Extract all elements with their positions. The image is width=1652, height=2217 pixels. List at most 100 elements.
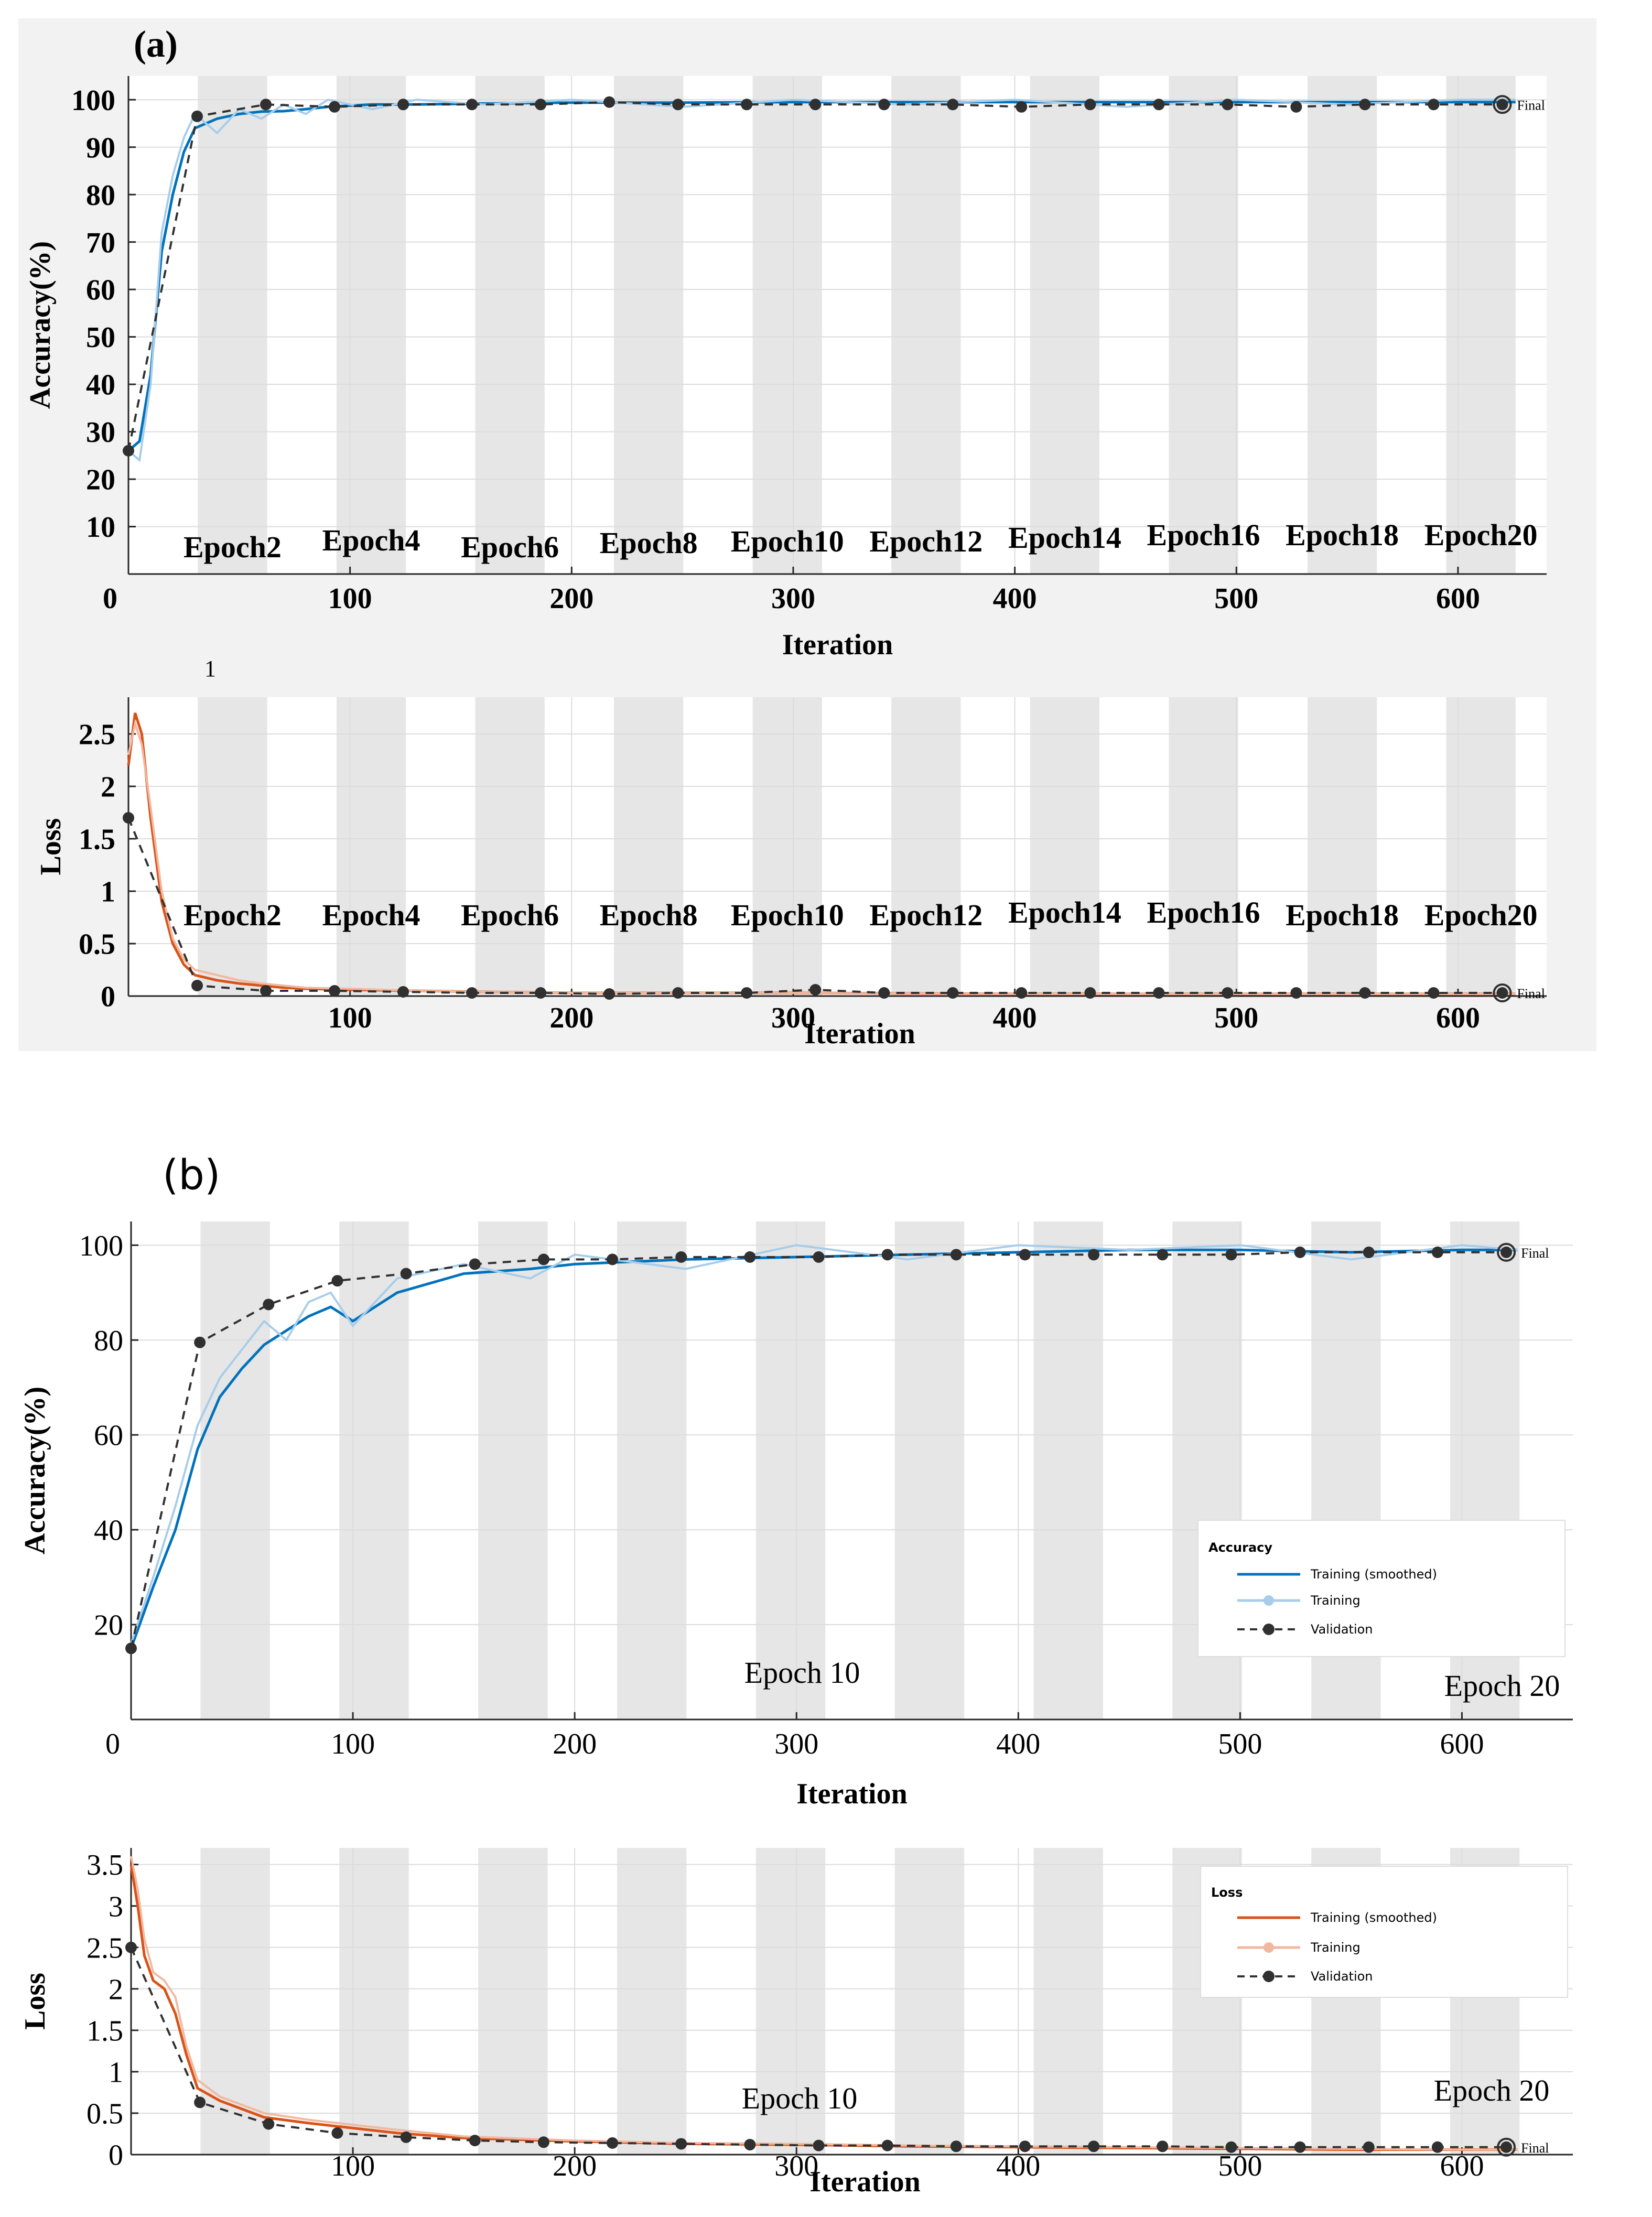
legend-acc-training-label: Training bbox=[1310, 1593, 1361, 1608]
validation-point bbox=[466, 987, 478, 999]
epoch-band bbox=[1446, 697, 1516, 996]
y-axis-label: Accuracy(%) bbox=[24, 241, 57, 409]
validation-point bbox=[1084, 99, 1096, 111]
validation-point bbox=[1496, 99, 1508, 111]
validation-point bbox=[607, 2137, 619, 2149]
x-tick-label: 600 bbox=[1440, 2150, 1484, 2182]
validation-point bbox=[672, 987, 684, 999]
epoch-band bbox=[1307, 697, 1377, 996]
final-marker bbox=[1493, 95, 1512, 114]
validation-point bbox=[1500, 2141, 1513, 2153]
panel-a-label: (a) bbox=[134, 23, 178, 65]
epoch-band bbox=[891, 76, 961, 574]
validation-point bbox=[947, 99, 959, 111]
y-tick-label: 90 bbox=[86, 132, 115, 164]
validation-point bbox=[1016, 987, 1028, 999]
epoch-band bbox=[755, 1848, 826, 2155]
epoch-band bbox=[198, 76, 267, 574]
y-axis-label: Loss bbox=[35, 818, 67, 875]
validation-point bbox=[1088, 1249, 1100, 1261]
x-tick-label: 500 bbox=[1214, 582, 1258, 615]
final-label: Final bbox=[1521, 1246, 1549, 1261]
validation-point bbox=[263, 2118, 275, 2130]
epoch-label: Epoch12 bbox=[869, 524, 982, 558]
epoch-band bbox=[339, 1848, 409, 2155]
validation-point bbox=[537, 1253, 549, 1266]
epoch-label: Epoch 20 bbox=[1434, 2073, 1550, 2107]
epoch-band bbox=[614, 697, 684, 996]
validation-point bbox=[535, 99, 547, 111]
validation-point bbox=[1225, 2141, 1237, 2153]
validation-point bbox=[1359, 987, 1371, 999]
validation-point bbox=[123, 445, 134, 457]
epoch-label: Epoch14 bbox=[1008, 895, 1121, 929]
final-marker bbox=[1497, 1242, 1516, 1262]
y-axis-label: Accuracy(%) bbox=[19, 1387, 51, 1554]
final-label: Final bbox=[1517, 986, 1545, 1001]
validation-point bbox=[1496, 987, 1508, 999]
validation-point bbox=[1222, 99, 1234, 111]
epoch-band bbox=[617, 1221, 687, 1719]
validation-point bbox=[672, 99, 684, 111]
legend-acc-training-marker bbox=[1264, 1595, 1274, 1606]
validation-point bbox=[1290, 101, 1302, 113]
y-tick-label: 1 bbox=[109, 2056, 123, 2089]
epoch-band bbox=[1033, 1848, 1103, 2155]
validation-point bbox=[809, 99, 822, 111]
legend-acc-validation-marker bbox=[1263, 1624, 1275, 1635]
validation-point bbox=[881, 2139, 893, 2151]
epoch-band bbox=[752, 76, 822, 574]
legend-acc-validation-label: Validation bbox=[1311, 1622, 1373, 1637]
x-tick-label: 400 bbox=[993, 1002, 1037, 1034]
chart-a-accuracy: 10 20 30 40 50 60 70 80 90 100 0 100 200 300 400 500 600… bbox=[24, 76, 1547, 661]
validation-point bbox=[125, 1941, 137, 1953]
y-tick-label: 20 bbox=[86, 464, 115, 496]
validation-point bbox=[744, 2139, 756, 2151]
validation-point bbox=[813, 2139, 825, 2151]
epoch-label: Epoch16 bbox=[1147, 518, 1260, 552]
x-tick-label: 200 bbox=[549, 1002, 593, 1034]
y-tick-label: 2 bbox=[101, 771, 115, 804]
epoch-label: Epoch 10 bbox=[744, 1656, 860, 1690]
y-tick-label: 2 bbox=[109, 1973, 123, 2006]
epoch-band bbox=[1030, 697, 1100, 996]
epoch-label: Epoch16 bbox=[1147, 895, 1260, 929]
y-tick-label: 0 bbox=[101, 981, 115, 1013]
validation-point bbox=[397, 99, 409, 111]
validation-point bbox=[878, 99, 890, 111]
validation-point bbox=[950, 1249, 962, 1261]
epoch-label: Epoch6 bbox=[461, 898, 559, 932]
legend-loss-validation-label: Validation bbox=[1311, 1969, 1373, 1984]
y-tick-label: 30 bbox=[86, 416, 115, 449]
final-label: Final bbox=[1517, 98, 1545, 113]
y-tick-label: 3 bbox=[109, 1890, 123, 1923]
validation-point bbox=[331, 1275, 343, 1287]
epoch-band bbox=[339, 1221, 409, 1719]
validation-point bbox=[1363, 1246, 1375, 1258]
epoch-band bbox=[475, 697, 545, 996]
epoch-label: Epoch18 bbox=[1286, 898, 1399, 932]
validation-point bbox=[1019, 2140, 1031, 2153]
validation-point bbox=[947, 987, 959, 999]
epoch-label: Epoch14 bbox=[1008, 521, 1121, 555]
x-tick-label: 200 bbox=[553, 1728, 597, 1760]
epoch-band bbox=[894, 1848, 965, 2155]
validation-point bbox=[1428, 987, 1440, 999]
x-tick-label: 200 bbox=[553, 2150, 597, 2182]
x-tick-label: 300 bbox=[771, 1002, 815, 1034]
legend-loss: Loss Training (smoothed) Training Valida… bbox=[1200, 1866, 1568, 1998]
legend-accuracy-box bbox=[1197, 1520, 1565, 1657]
validation-point bbox=[1431, 1246, 1443, 1258]
epoch-label: Epoch20 bbox=[1424, 898, 1538, 932]
validation-point bbox=[1084, 987, 1096, 999]
epoch-label: Epoch4 bbox=[322, 523, 420, 557]
validation-point bbox=[194, 2096, 206, 2108]
epoch-label: Epoch6 bbox=[461, 530, 559, 564]
validation-point bbox=[260, 99, 272, 111]
y-tick-label: 1 bbox=[101, 876, 115, 909]
epoch-band bbox=[1169, 76, 1238, 574]
y-tick-label: 1.5 bbox=[79, 824, 115, 856]
epoch-band bbox=[755, 1221, 826, 1719]
epoch-band bbox=[1169, 697, 1238, 996]
validation-point bbox=[741, 987, 753, 999]
